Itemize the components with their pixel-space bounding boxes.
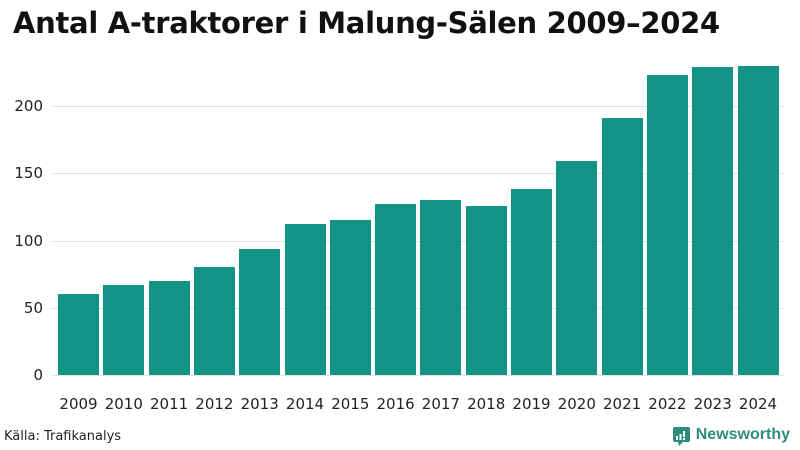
brand-logo: Newsworthy <box>672 426 790 446</box>
x-tick-label: 2020 <box>557 395 596 413</box>
x-tick-label: 2012 <box>195 395 234 413</box>
brand-name: Newsworthy <box>695 426 790 443</box>
x-tick-label: 2022 <box>648 395 687 413</box>
source-note: Källa: Trafikanalys <box>4 429 122 444</box>
bar-2017 <box>420 200 462 375</box>
bar-2012 <box>193 267 235 375</box>
bar-chart-speech-bubble-icon <box>672 426 690 446</box>
bar-2020 <box>556 161 598 375</box>
x-tick-label: 2016 <box>376 395 415 413</box>
x-tick-label: 2018 <box>467 395 506 413</box>
bar-2022 <box>646 75 688 375</box>
x-tick-label: 2024 <box>738 395 778 413</box>
bar-2016 <box>375 204 417 375</box>
y-tick-label: 100 <box>14 231 43 250</box>
bar-2010 <box>103 284 145 375</box>
x-tick-label: 2015 <box>331 395 370 413</box>
gridline <box>52 106 785 107</box>
y-tick-label: 150 <box>14 164 43 183</box>
y-tick-label: 200 <box>14 97 43 115</box>
bar-2015 <box>329 220 371 375</box>
x-tick-label: 2011 <box>150 395 189 413</box>
bar-2023 <box>692 66 734 375</box>
y-tick-label: 50 <box>23 298 43 317</box>
bar-2013 <box>239 248 281 375</box>
x-tick-label: 2013 <box>240 395 279 413</box>
chart-title: Antal A-traktorer i Malung-Sälen 2009–20… <box>13 6 720 40</box>
gridline <box>52 375 785 376</box>
y-tick-label: 0 <box>33 366 43 384</box>
gridline <box>52 240 785 242</box>
bar-2009 <box>58 294 99 375</box>
bar-2018 <box>465 205 507 375</box>
gridline <box>52 173 785 175</box>
bar-2019 <box>511 189 552 375</box>
bar-2021 <box>601 118 643 375</box>
bar-2014 <box>284 224 326 375</box>
x-tick-label: 2021 <box>603 395 642 413</box>
bar-2024 <box>737 65 779 375</box>
x-tick-label: 2017 <box>421 395 460 413</box>
gridline <box>52 307 785 309</box>
x-tick-label: 2019 <box>512 395 551 413</box>
x-tick-label: 2009 <box>59 395 98 413</box>
bar-2011 <box>148 280 190 375</box>
x-tick-label: 2010 <box>104 395 143 413</box>
x-tick-label: 2023 <box>693 395 732 413</box>
x-tick-label: 2014 <box>285 395 325 413</box>
